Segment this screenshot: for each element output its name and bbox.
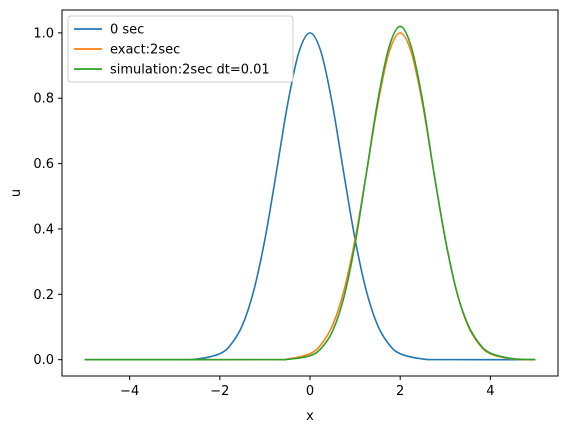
series-line-0 xyxy=(84,32,536,361)
x-tick-label: −4 xyxy=(120,384,139,399)
y-tick-label: 0.6 xyxy=(33,157,54,172)
y-tick-label: 0.8 xyxy=(33,92,54,107)
legend: 0 sec exact:2sec simulation:2sec dt=0.01 xyxy=(67,15,294,83)
x-tick-label: 4 xyxy=(486,384,494,399)
y-tick-label: 0.2 xyxy=(33,288,54,303)
legend-label: exact:2sec xyxy=(110,43,180,58)
y-tick-label: 0.0 xyxy=(33,353,54,368)
legend-box xyxy=(67,15,294,83)
x-tick-label: 0 xyxy=(306,384,314,399)
legend-label: simulation:2sec dt=0.01 xyxy=(110,63,270,78)
ticks-layer: −4 −2 0 2 4 0.0 0.2 0.4 0.6 0.8 1.0 xyxy=(33,26,494,399)
y-axis-label: u xyxy=(9,189,24,197)
series-layer xyxy=(84,25,536,361)
y-tick-label: 0.4 xyxy=(33,222,54,237)
x-axis-label: x xyxy=(306,409,314,424)
x-tick-label: 2 xyxy=(396,384,404,399)
series-line-2 xyxy=(84,25,536,361)
x-tick-label: −2 xyxy=(210,384,229,399)
y-tick-label: 1.0 xyxy=(33,26,54,41)
legend-label: 0 sec xyxy=(110,23,144,38)
